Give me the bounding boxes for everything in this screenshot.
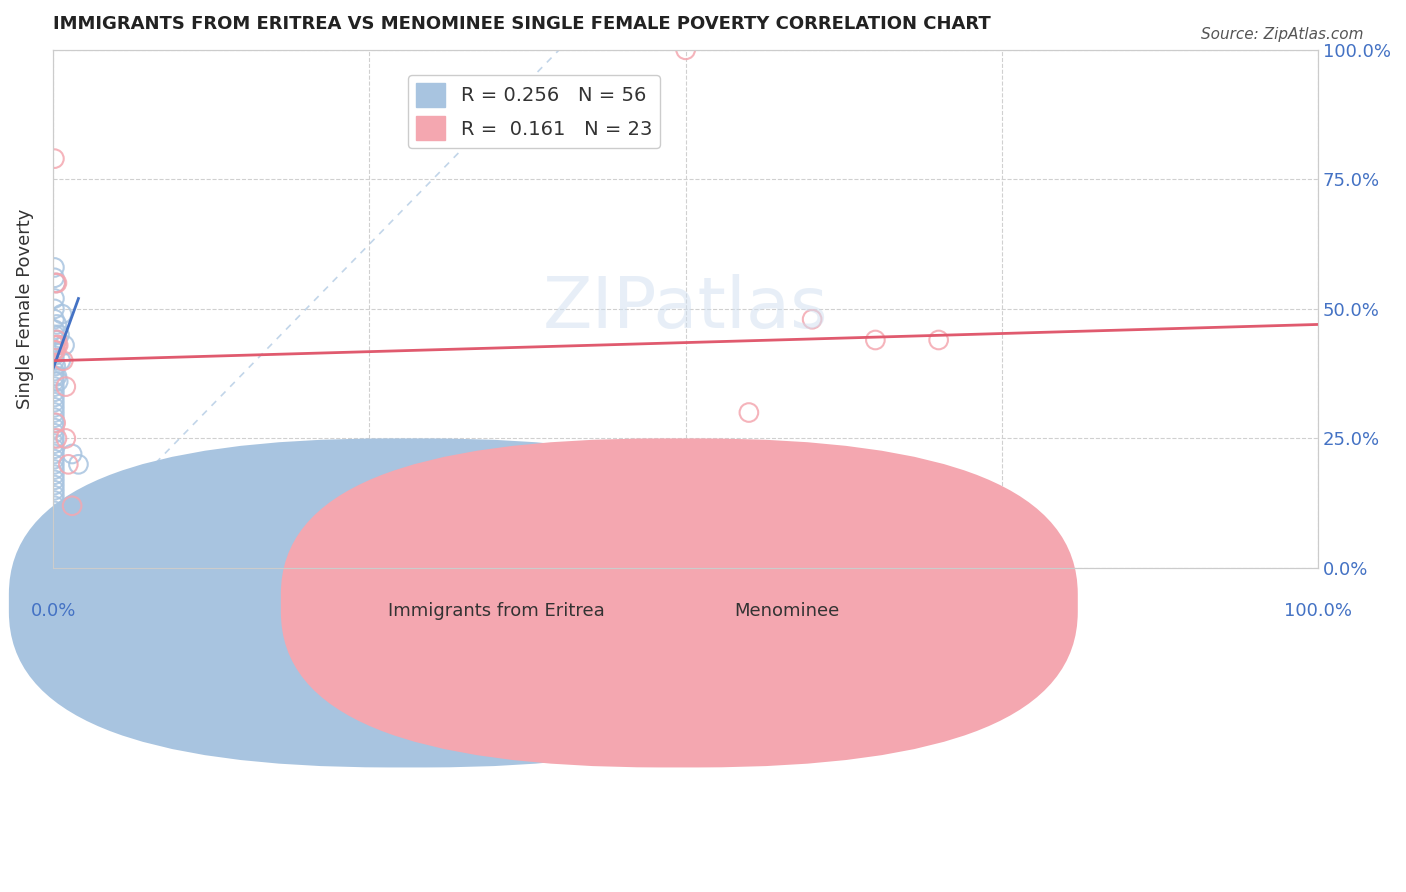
FancyBboxPatch shape xyxy=(281,439,1078,767)
Point xyxy=(44,384,66,399)
Point xyxy=(44,410,66,425)
Point xyxy=(44,462,66,476)
Point xyxy=(44,483,66,498)
Point xyxy=(44,401,66,415)
Point xyxy=(44,364,66,378)
Point xyxy=(44,343,66,358)
Point xyxy=(44,416,66,430)
Point xyxy=(46,338,69,352)
Point xyxy=(44,478,66,492)
Point xyxy=(45,416,67,430)
Point xyxy=(44,535,66,549)
Text: 100.0%: 100.0% xyxy=(1284,601,1353,620)
Point xyxy=(44,323,66,337)
Point xyxy=(45,359,67,373)
Point xyxy=(44,312,66,326)
Point xyxy=(45,338,67,352)
Point xyxy=(45,343,67,358)
Point xyxy=(44,375,66,389)
Point xyxy=(44,519,66,533)
Point xyxy=(58,458,80,472)
Point xyxy=(44,395,66,409)
Point xyxy=(49,353,72,368)
Point xyxy=(675,43,697,57)
Point xyxy=(52,353,75,368)
Legend: R = 0.256   N = 56, R =  0.161   N = 23: R = 0.256 N = 56, R = 0.161 N = 23 xyxy=(408,75,659,148)
Point xyxy=(51,307,73,321)
Text: IMMIGRANTS FROM ERITREA VS MENOMINEE SINGLE FEMALE POVERTY CORRELATION CHART: IMMIGRANTS FROM ERITREA VS MENOMINEE SIN… xyxy=(53,15,991,33)
Point xyxy=(827,458,849,472)
Point xyxy=(44,369,66,384)
Point xyxy=(44,488,66,502)
Point xyxy=(44,152,66,166)
Point xyxy=(44,473,66,487)
Text: Immigrants from Eritrea: Immigrants from Eritrea xyxy=(388,601,605,620)
Text: Source: ZipAtlas.com: Source: ZipAtlas.com xyxy=(1201,27,1364,42)
Point xyxy=(44,343,66,358)
Point xyxy=(60,499,83,513)
Text: Menominee: Menominee xyxy=(734,601,839,620)
Point xyxy=(44,338,66,352)
Point xyxy=(45,333,67,347)
Point xyxy=(801,312,824,326)
Point xyxy=(44,458,66,472)
Point xyxy=(44,349,66,363)
Point xyxy=(55,379,77,393)
Point xyxy=(44,421,66,435)
Y-axis label: Single Female Poverty: Single Female Poverty xyxy=(17,209,34,409)
Point xyxy=(45,318,67,332)
Point xyxy=(44,390,66,404)
Point xyxy=(44,327,66,342)
Point xyxy=(45,432,67,446)
Point xyxy=(45,509,67,524)
Point xyxy=(44,545,66,559)
Point xyxy=(865,333,887,347)
Point xyxy=(44,493,66,508)
Point xyxy=(44,260,66,275)
Point xyxy=(44,442,66,456)
Point xyxy=(738,405,761,419)
Point xyxy=(44,447,66,461)
Text: ZIPatlas: ZIPatlas xyxy=(543,275,828,343)
Text: 0.0%: 0.0% xyxy=(31,601,76,620)
Point xyxy=(44,405,66,419)
Point xyxy=(45,333,67,347)
Point xyxy=(44,467,66,482)
Point xyxy=(650,499,672,513)
Point xyxy=(46,375,69,389)
Point xyxy=(53,338,76,352)
Point xyxy=(67,458,90,472)
Point xyxy=(45,276,67,290)
Point xyxy=(45,276,67,290)
Point xyxy=(44,504,66,518)
Point xyxy=(48,327,70,342)
Point xyxy=(45,276,67,290)
Point xyxy=(928,333,950,347)
Point xyxy=(44,499,66,513)
Point xyxy=(44,270,66,285)
Point xyxy=(45,333,67,347)
Point xyxy=(44,338,66,352)
Point xyxy=(55,432,77,446)
Point xyxy=(44,436,66,450)
Point xyxy=(60,447,83,461)
Point xyxy=(44,292,66,306)
FancyBboxPatch shape xyxy=(8,439,806,767)
Point xyxy=(44,432,66,446)
Point xyxy=(44,301,66,316)
Point xyxy=(44,452,66,467)
Point xyxy=(44,353,66,368)
Point xyxy=(44,426,66,441)
Point xyxy=(45,369,67,384)
Point xyxy=(44,379,66,393)
